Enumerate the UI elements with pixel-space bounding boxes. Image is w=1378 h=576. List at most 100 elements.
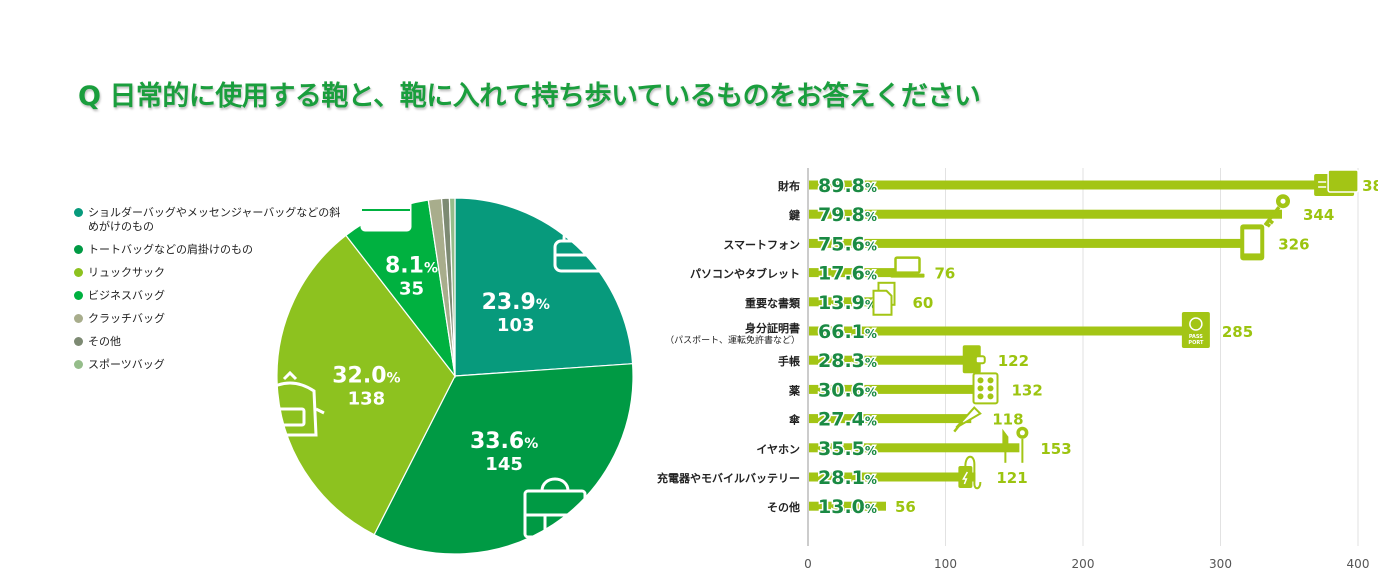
backpack-icon (255, 370, 325, 437)
legend-item: ビジネスバッグ (74, 289, 344, 303)
bar-count-label: 121 (996, 469, 1027, 487)
legend-swatch (74, 245, 83, 254)
x-tick-label: 0 (804, 557, 812, 571)
category-label: 手帳 (778, 354, 800, 368)
bar (809, 414, 972, 424)
svg-text:PASS: PASS (1189, 334, 1203, 340)
bar-count-label: 118 (992, 411, 1023, 429)
category-sublabel: （パスポート、運転免許書など） (665, 334, 800, 346)
bar-percent-label: 17.6% (818, 263, 877, 285)
legend-label: スポーツバッグ (88, 358, 165, 371)
legend-label: ビジネスバッグ (88, 289, 165, 302)
pie-slice (454, 197, 634, 377)
bar-count-label: 132 (1012, 381, 1043, 399)
key-icon (1263, 194, 1290, 228)
x-tick-label: 100 (934, 557, 957, 571)
legend-swatch (74, 314, 83, 323)
bar (809, 180, 1342, 190)
bar-count-label: 56 (895, 498, 916, 516)
medicine-icon (972, 372, 999, 405)
bar (809, 472, 976, 482)
bar-percent-label: 27.4% (818, 409, 877, 431)
bar-row: その他 13.0% 56 (767, 495, 916, 520)
bar-percent-label: 13.0% (818, 496, 877, 518)
wallet-icon (1314, 169, 1359, 196)
bar (809, 384, 991, 394)
earphone-icon (1002, 426, 1029, 463)
legend-item: その他 (74, 335, 344, 349)
bar-count-label: 387 (1362, 177, 1378, 195)
legend-swatch (74, 360, 83, 369)
bar-percent-label: 28.3% (818, 350, 877, 372)
category-label: 財布 (777, 179, 800, 193)
bar (809, 501, 886, 511)
legend-swatch (74, 268, 83, 277)
bar-count-label: 153 (1040, 440, 1071, 458)
bar-count-label: 285 (1222, 323, 1253, 341)
legend-item: スポーツバッグ (74, 358, 344, 372)
bar (809, 238, 1258, 248)
legend-item: クラッチバッグ (74, 312, 344, 326)
bar-row: スマートフォン 75.6% 326 (723, 232, 1309, 257)
legend-label: トートバッグなどの肩掛けのもの (88, 243, 253, 256)
page-title: Q 日常的に使用する鞄と、鞄に入れて持ち歩いているものをお答えください (78, 81, 981, 112)
battery-icon (958, 455, 982, 490)
category-label: 充電器やモバイルバッテリー (657, 471, 800, 485)
tote-bag-icon (523, 477, 587, 539)
category-label: パソコンやタブレット (690, 267, 800, 281)
slice-count-label: 103 (497, 315, 535, 336)
bar-row: 鍵 79.8% 344 (789, 203, 1334, 228)
bar-row: 薬 30.6% 132 (789, 378, 1043, 403)
pie-slice (373, 363, 634, 555)
legend-swatch (74, 291, 83, 300)
legend-label: その他 (88, 335, 121, 348)
bar-row: 身分証明書（パスポート、運転免許書など） 66.1% 285 (665, 320, 1253, 347)
category-label: その他 (767, 500, 800, 514)
bar (809, 268, 914, 278)
bar-percent-label: 30.6% (818, 379, 877, 401)
pie-slice (276, 234, 456, 536)
briefcase-icon (360, 186, 412, 232)
bar (809, 326, 1201, 336)
category-label: 鍵 (789, 208, 800, 222)
bar-row: イヤホン 35.5% 153 (756, 436, 1071, 461)
bar-row: 傘 27.4% 118 (789, 407, 1024, 432)
shoulder-bag-icon (553, 211, 609, 273)
category-label: 傘 (789, 413, 801, 427)
umbrella-icon (953, 406, 982, 433)
bar-count-label: 344 (1303, 206, 1334, 224)
legend-label: クラッチバッグ (88, 312, 165, 325)
legend-swatch (74, 208, 83, 217)
legend-item: リュックサック (74, 266, 344, 280)
bar-row: 財布 89.8% 387 (777, 174, 1378, 199)
bar-count-label: 122 (998, 352, 1029, 370)
bar (809, 443, 1020, 453)
bar (809, 355, 977, 365)
legend-label: リュックサック (88, 266, 165, 279)
svg-text:PORT: PORT (1188, 340, 1204, 346)
bar-percent-label: 13.9% (818, 292, 877, 314)
x-tick-label: 200 (1072, 557, 1095, 571)
x-tick-label: 300 (1209, 557, 1232, 571)
bar-percent-label: 28.1% (818, 467, 877, 489)
category-label: 薬 (789, 383, 801, 397)
bar-row: 手帳 28.3% 122 (778, 349, 1029, 374)
bar-percent-label: 35.5% (818, 438, 877, 460)
slice-count-label: 35 (399, 279, 424, 300)
bar-percent-label: 89.8% (818, 175, 877, 197)
category-label: 身分証明書 (745, 321, 800, 335)
bar-percent-label: 75.6% (818, 233, 877, 255)
bar-row: 充電器やモバイルバッテリー 28.1% 121 (657, 466, 1028, 491)
bar-row: 重要な書類 13.9% 60 (745, 290, 933, 315)
legend-label: ショルダーバッグやメッセンジャーバッグなどの斜めがけのもの (88, 206, 341, 233)
x-tick-label: 400 (1347, 557, 1370, 571)
legend-item: ショルダーバッグやメッセンジャーバッグなどの斜めがけのもの (74, 206, 344, 234)
legend-swatch (74, 337, 83, 346)
category-label: イヤホン (756, 443, 800, 456)
bar-percent-label: 66.1% (818, 321, 877, 343)
bar (809, 209, 1282, 219)
category-label: スマートフォン (723, 238, 800, 251)
